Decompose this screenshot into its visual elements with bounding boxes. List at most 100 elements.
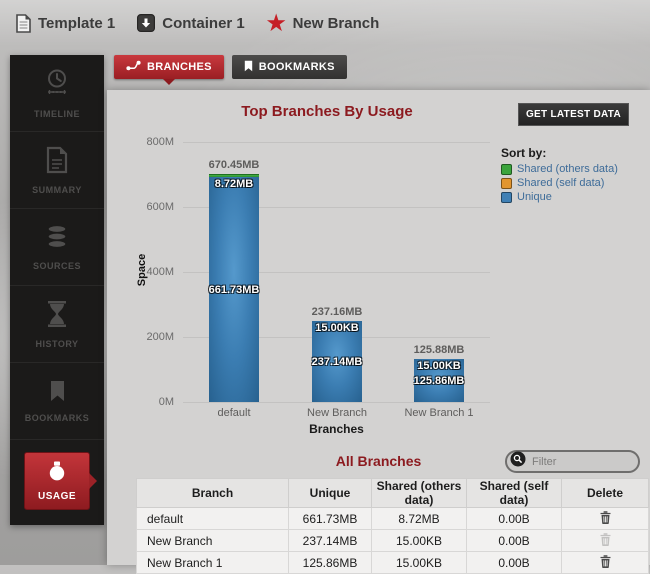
sidebar-item-label: SOURCES [33,261,81,271]
breadcrumb-container[interactable]: Container 1 [137,14,245,32]
cell-delete [562,552,649,574]
y-axis-tick: 400M [128,266,174,278]
usage-panel: Top Branches By Usage GET LATEST DATA Sp… [107,90,650,565]
cell-shared-self: 0.00B [467,530,562,552]
filter-box [505,450,640,473]
legend-entry[interactable]: Shared (others data) [501,163,618,175]
bar-shared-label: 15.00KB [417,360,460,372]
tab-bar: BRANCHES BOOKMARKS [114,55,347,79]
bar-total-label: 670.45MB [209,159,260,171]
cell-shared-self: 0.00B [467,552,562,574]
sidebar-item-bookmarks[interactable]: BOOKMARKS [10,363,104,440]
delete-button [600,533,611,546]
legend-label: Unique [517,191,552,203]
sidebar-item-history[interactable]: HISTORY [10,286,104,363]
legend-label: Shared (others data) [517,163,618,175]
sidebar-item-usage[interactable]: USAGE [24,452,90,510]
branches-table: Branch Unique Shared (others data) Share… [136,478,649,574]
bar-total-label: 237.16MB [312,306,363,318]
bar-unique-label: 661.73MB [209,284,260,296]
bar-segment-unique: 15.00KB 125.86MB [414,359,464,402]
table-row: default 661.73MB 8.72MB 0.00B [137,508,649,530]
legend-title: Sort by: [501,146,618,160]
bar-total-label: 125.88MB [414,344,465,356]
bar-shared-label: 15.00KB [315,322,358,334]
chart-title: Top Branches By Usage [107,103,547,120]
chart-legend: Sort by: Shared (others data) Shared (sel… [501,146,618,205]
filter-input[interactable] [532,456,630,468]
x-axis-tick: New Branch 1 [404,407,473,419]
cell-branch: default [137,508,289,530]
delete-button[interactable] [600,511,611,524]
table-row: New Branch 1 125.86MB 15.00KB 0.00B [137,552,649,574]
cell-shared-others: 8.72MB [372,508,467,530]
clock-icon [43,68,71,103]
legend-swatch [501,178,512,189]
bar-shared-label: 8.72MB [215,178,254,190]
col-header-shared-self: Shared (self data) [467,479,562,508]
cell-unique: 661.73MB [289,508,372,530]
cell-unique: 125.86MB [289,552,372,574]
y-axis-tick: 600M [128,201,174,213]
cell-branch: New Branch 1 [137,552,289,574]
container-icon [137,14,155,32]
x-axis-tick: New Branch [307,407,367,419]
cell-shared-others: 15.00KB [372,552,467,574]
cell-branch: New Branch [137,530,289,552]
sidebar-item-label: HISTORY [35,339,78,349]
legend-swatch [501,164,512,175]
sidebar: TIMELINE SUMMARY SOURCES HISTORY BOOKMAR… [10,55,104,525]
legend-entry[interactable]: Shared (self data) [501,177,618,189]
cell-delete [562,530,649,552]
col-header-shared-others: Shared (others data) [372,479,467,508]
col-header-branch: Branch [137,479,289,508]
breadcrumb: Template 1 Container 1 ★ New Branch [0,0,650,46]
bar-segment-unique: 15.00KB 237.14MB [312,321,362,402]
bar-unique-label: 237.14MB [312,356,363,368]
delete-button[interactable] [600,555,611,568]
tab-bookmarks[interactable]: BOOKMARKS [232,55,347,79]
col-header-unique: Unique [289,479,372,508]
star-icon: ★ [267,13,286,34]
summary-document-icon [45,146,69,179]
col-header-delete: Delete [562,479,649,508]
y-axis-tick: 200M [128,331,174,343]
sidebar-item-label: USAGE [38,491,76,502]
search-icon [510,451,526,472]
sidebar-item-label: TIMELINE [34,109,80,119]
bookmark-icon [244,60,253,75]
tab-label: BOOKMARKS [259,61,335,73]
cell-unique: 237.14MB [289,530,372,552]
breadcrumb-template[interactable]: Template 1 [16,14,115,33]
tab-branches[interactable]: BRANCHES [114,55,224,79]
y-axis-tick: 800M [128,136,174,148]
table-row: New Branch 237.14MB 15.00KB 0.00B [137,530,649,552]
sidebar-item-timeline[interactable]: TIMELINE [10,55,104,132]
y-axis-tick: 0M [128,396,174,408]
cell-delete [562,508,649,530]
branch-icon [126,60,141,74]
legend-entries: Shared (others data) Shared (self data) Un… [501,163,618,203]
usage-weight-icon [48,461,66,486]
sidebar-item-summary[interactable]: SUMMARY [10,132,104,209]
sidebar-item-label: BOOKMARKS [25,413,90,423]
table-header-row: Branch Unique Shared (others data) Share… [137,479,649,508]
cell-shared-self: 0.00B [467,508,562,530]
database-icon [44,224,70,255]
get-latest-data-button[interactable]: GET LATEST DATA [518,103,629,126]
sidebar-item-sources[interactable]: SOURCES [10,209,104,286]
sidebar-item-label: SUMMARY [32,185,82,195]
breadcrumb-branch[interactable]: ★ New Branch [267,13,380,34]
bookmark-icon [50,380,65,407]
bar-unique-label: 125.86MB [414,375,465,387]
gridline [183,402,490,403]
tab-label: BRANCHES [147,61,212,73]
template-document-icon [16,14,31,33]
breadcrumb-label: New Branch [293,15,380,32]
cell-shared-others: 15.00KB [372,530,467,552]
legend-entry[interactable]: Unique [501,191,618,203]
